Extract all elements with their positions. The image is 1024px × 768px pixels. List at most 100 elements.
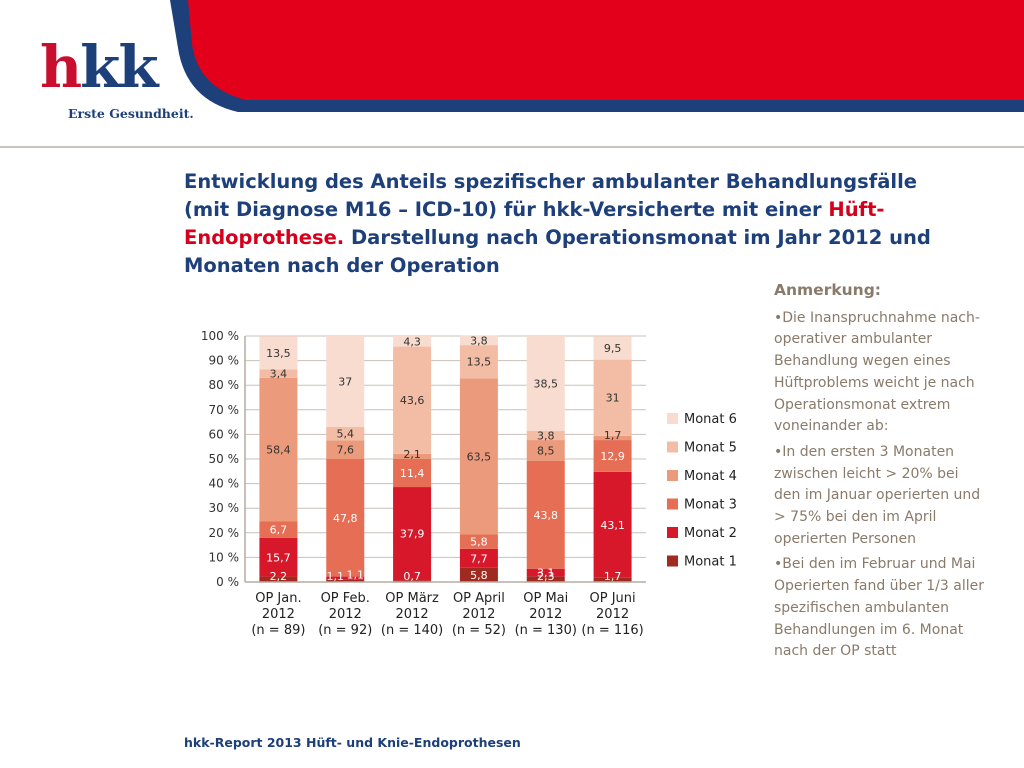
logo-wordmark: hkk: [40, 33, 159, 101]
bar-segment: [526, 440, 565, 461]
data-label: 1,7: [604, 429, 622, 442]
bar-segment: [459, 335, 498, 346]
x-tick-label: (n = 140): [381, 623, 443, 638]
bar-segment: [393, 580, 432, 582]
title-part-2: Darstellung nach Operationsmonat im Jahr…: [184, 226, 931, 277]
x-tick-label: OP Feb.: [321, 591, 370, 606]
x-tick-label: 2012: [329, 607, 362, 622]
data-label: 58,4: [266, 444, 291, 457]
bar-segment: [526, 568, 565, 577]
bar-segment: [259, 537, 298, 577]
bar-segment: [259, 377, 298, 522]
title-part-1: Entwicklung des Anteils spezifischer amb…: [184, 170, 917, 221]
x-tick-label: (n = 130): [515, 623, 577, 638]
data-label: 5,8: [470, 569, 488, 582]
logo-tagline: Erste Gesundheit.: [68, 106, 194, 121]
data-label: 43,6: [400, 394, 425, 407]
note-bullet-1: •Die Inanspruchnahme nach-operativer amb…: [774, 309, 980, 435]
y-tick-label: 100 %: [201, 329, 239, 343]
data-label: 38,5: [534, 377, 559, 390]
bar-segment: [393, 346, 432, 454]
bar-segment: [326, 459, 365, 577]
data-label: 5,8: [470, 536, 488, 549]
y-tick-label: 30 %: [209, 501, 240, 515]
data-label: 43,1: [600, 519, 625, 532]
legend-label: Monat 1: [684, 555, 737, 570]
data-label: 3,1: [537, 567, 555, 580]
data-label: 1,1: [347, 568, 365, 581]
y-tick-label: 0 %: [216, 575, 239, 589]
data-label: 15,7: [266, 551, 291, 564]
legend-label: Monat 6: [684, 412, 737, 427]
data-label: 37,9: [400, 528, 425, 541]
bar-segment: [459, 534, 498, 549]
legend-label: Monat 5: [684, 441, 737, 456]
x-tick-label: OP Juni: [590, 591, 636, 606]
slide-title: Entwicklung des Anteils spezifischer amb…: [184, 168, 954, 280]
bar-segment: [526, 576, 565, 582]
bar-segment: [459, 345, 498, 379]
bar-segment: [526, 430, 565, 441]
data-label: 12,9: [600, 450, 625, 463]
data-label: 3,4: [270, 368, 288, 381]
bar-segment: [593, 440, 632, 472]
x-tick-label: OP März: [385, 591, 439, 606]
bar-segment: [593, 336, 632, 360]
note-bullet-2: •In den ersten 3 Monaten zwischen leicht…: [774, 443, 981, 547]
y-tick-label: 40 %: [209, 477, 240, 491]
x-tick-label: OP April: [453, 591, 505, 606]
banner-red-band: [188, 0, 1024, 100]
x-tick-label: 2012: [396, 607, 429, 622]
data-label: 6,7: [270, 524, 288, 537]
legend-swatch: [667, 470, 678, 481]
data-label: 7,6: [337, 444, 355, 457]
data-label: 31: [606, 392, 620, 405]
data-label: 3,8: [470, 334, 488, 347]
x-tick-label: (n = 116): [581, 623, 643, 638]
bar-segment: [259, 336, 298, 370]
bar-segment: [526, 336, 565, 431]
x-tick-label: 2012: [262, 607, 295, 622]
bar-segment: [593, 435, 632, 441]
data-label: 13,5: [467, 356, 492, 369]
x-tick-label: OP Jan.: [255, 591, 301, 606]
x-tick-label: 2012: [596, 607, 629, 622]
data-label: 11,4: [400, 467, 425, 480]
data-label: 47,8: [333, 512, 358, 525]
data-label: 9,5: [604, 342, 622, 355]
legend-label: Monat 4: [684, 469, 737, 484]
data-label: 63,5: [467, 450, 492, 463]
note-box: Anmerkung: •Die Inanspruchnahme nach-ope…: [774, 280, 988, 667]
legend-label: Monat 2: [684, 526, 737, 541]
data-label: 13,5: [266, 347, 291, 360]
footer-source: hkk-Report 2013 Hüft- und Knie-Endoproth…: [184, 735, 521, 750]
bar-segment: [259, 576, 298, 582]
y-tick-label: 50 %: [209, 452, 240, 466]
stacked-bar-chart: 0 % 10 % 20 % 30 % 40 % 50 % 60 % 70 % 80 % 90 % 1…: [201, 329, 737, 638]
data-label: 2,1: [403, 448, 421, 461]
bar-segment: [593, 359, 632, 436]
legend-swatch: [667, 527, 678, 538]
data-label: 0,7: [403, 570, 421, 583]
data-label: 7,7: [470, 552, 488, 565]
data-label: 2,3: [537, 570, 555, 583]
x-tick-label: (n = 92): [318, 623, 372, 638]
y-tick-label: 70 %: [209, 403, 240, 417]
legend-swatch: [667, 498, 678, 510]
bar-segment: [459, 548, 498, 568]
note-heading: Anmerkung:: [774, 281, 882, 299]
y-tick-label: 10 %: [209, 550, 240, 564]
legend-swatch: [667, 441, 678, 453]
bar-segment: [593, 577, 632, 582]
bar-segment: [326, 579, 365, 582]
x-tick-label: 2012: [529, 607, 562, 622]
data-label: 8,5: [537, 445, 555, 458]
note-bullet-3: •Bei den im Februar und Mai Operierten f…: [774, 556, 984, 660]
legend-swatch: [667, 413, 678, 424]
data-label: 2,2: [270, 570, 288, 583]
x-tick-label: OP Mai: [523, 591, 568, 606]
hkk-logo: hkk Erste Gesundheit.: [40, 38, 194, 121]
header-banner: [0, 0, 1024, 148]
bar-segment: [393, 487, 432, 581]
data-label: 37: [338, 376, 352, 389]
